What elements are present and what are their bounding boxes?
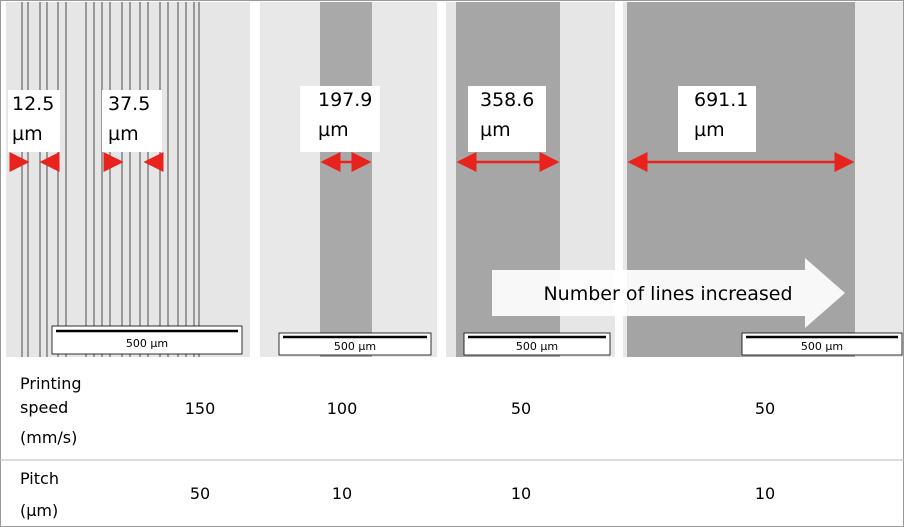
width-unit: µm (318, 119, 349, 141)
width-value: 358.6 (480, 89, 534, 111)
width-value: 197.9 (318, 89, 372, 111)
width-value: 691.1 (694, 89, 748, 111)
row-label: speed (20, 398, 68, 417)
row-label: Printing (20, 374, 82, 393)
width-label: 12.5 µm (8, 90, 60, 152)
row-label: (µm) (20, 501, 58, 520)
cell: 50 (755, 399, 775, 418)
width-unit: µm (108, 123, 139, 145)
trend-text: Number of lines increased (543, 283, 792, 305)
micrograph-1 (6, 2, 250, 357)
figure: 12.5 µm 37.5 µm 197.9 µm 358.6 µm 691.1 … (0, 0, 904, 527)
row-label: Pitch (20, 469, 59, 488)
row-label: (mm/s) (20, 428, 77, 447)
cell: 150 (185, 399, 216, 418)
scale-label: 500 µm (516, 340, 558, 353)
width-unit: µm (480, 119, 511, 141)
width-label: 197.9 µm (300, 86, 380, 152)
scale-label: 500 µm (126, 337, 168, 350)
scale-bar: 500 µm (279, 333, 431, 355)
cell: 50 (511, 399, 531, 418)
micrograph-2 (260, 2, 437, 357)
width-label: 37.5 µm (102, 90, 162, 152)
width-value: 12.5 (12, 93, 54, 115)
width-label: 358.6 µm (468, 86, 546, 152)
scale-bar: 500 µm (464, 333, 610, 355)
width-value: 37.5 (108, 93, 150, 115)
cell: 100 (327, 399, 358, 418)
cell: 10 (511, 484, 531, 503)
width-label: 691.1 µm (678, 86, 756, 152)
cell: 50 (190, 484, 210, 503)
width-unit: µm (694, 119, 725, 141)
scale-bar: 500 µm (52, 326, 242, 354)
scale-label: 500 µm (801, 340, 843, 353)
cell: 10 (755, 484, 775, 503)
width-unit: µm (12, 123, 43, 145)
scale-label: 500 µm (334, 340, 376, 353)
cell: 10 (332, 484, 352, 503)
scale-bar: 500 µm (742, 333, 902, 355)
